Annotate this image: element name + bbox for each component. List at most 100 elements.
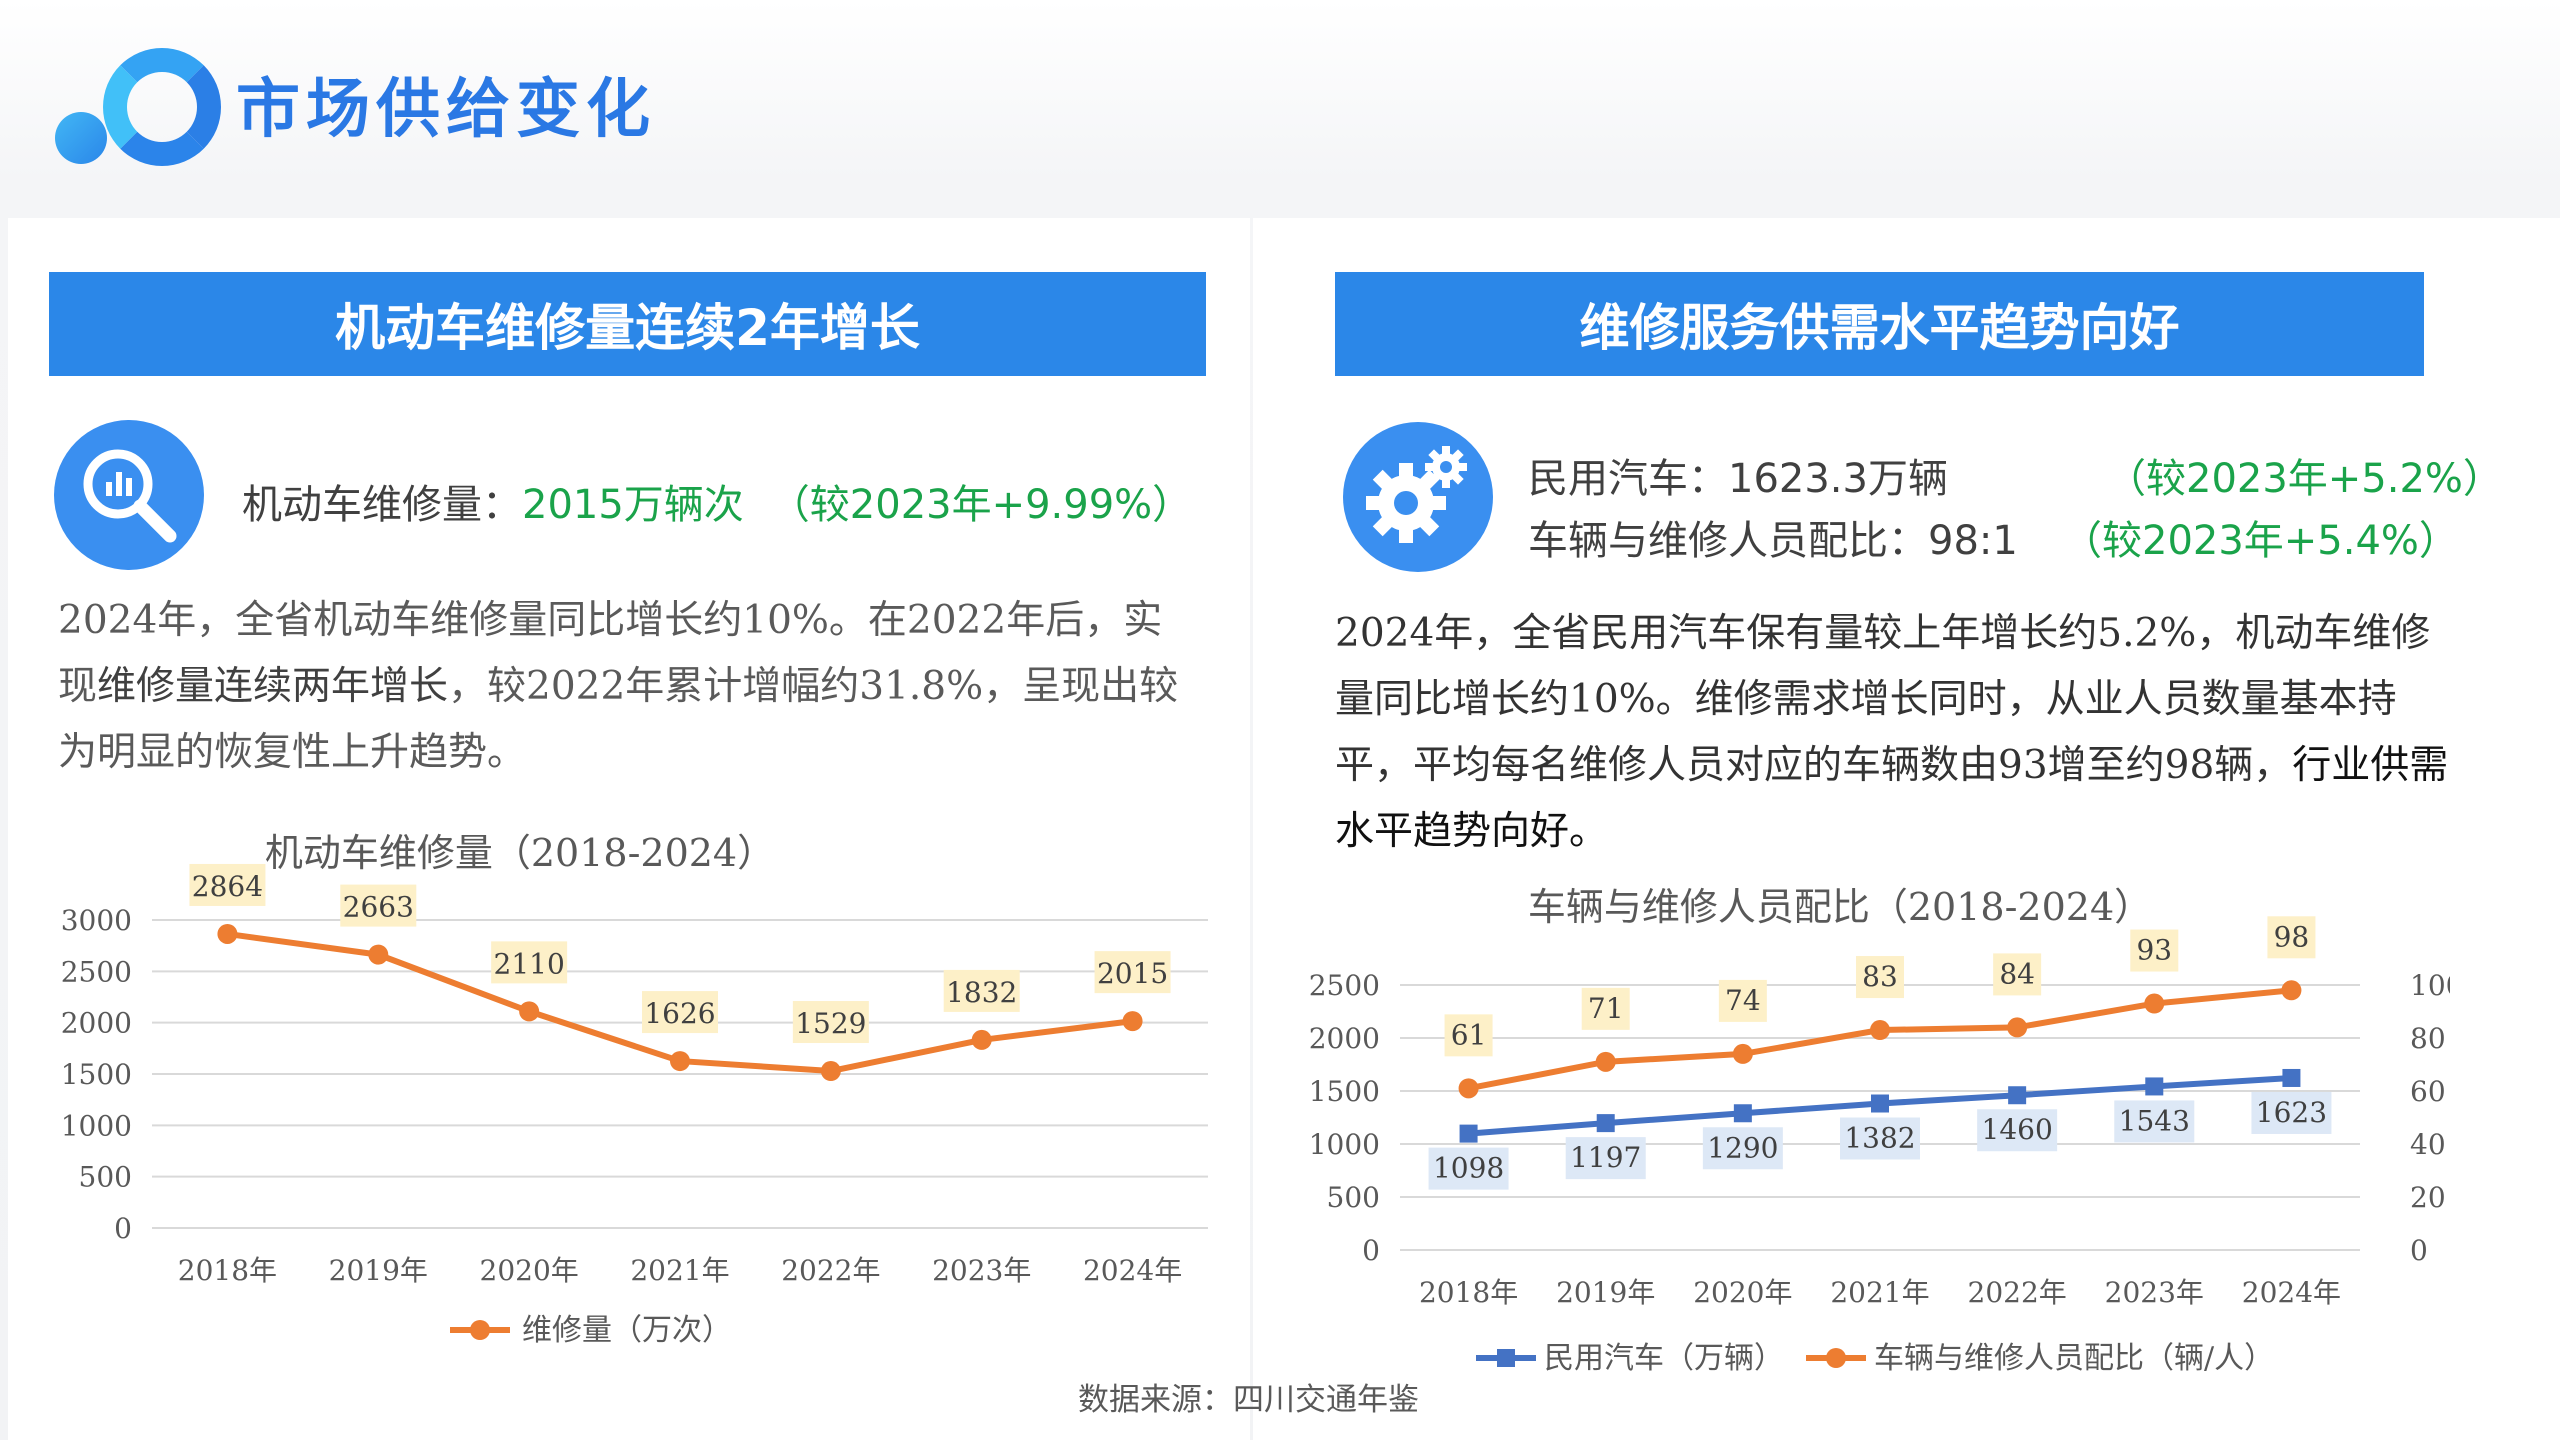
data-point bbox=[519, 1001, 540, 1022]
data-label-bg bbox=[2114, 1100, 2195, 1143]
x-tick-label: 2022年 bbox=[781, 1254, 880, 1287]
data-label-vehicles: 1197 bbox=[1570, 1141, 1641, 1174]
data-point-ratio bbox=[2144, 993, 2165, 1014]
data-point-vehicles bbox=[1871, 1094, 1889, 1113]
data-label: 1626 bbox=[644, 997, 715, 1030]
right-stat-ratio-change: （较2023年+5.4%） bbox=[2062, 518, 2459, 564]
left-stat: 机动车维修量：2015万辆次 （较2023年+9.99%） bbox=[242, 472, 1192, 530]
data-label-bg bbox=[1565, 1137, 1646, 1180]
left-para-highlight: 维修量连续两年增长 bbox=[97, 664, 449, 709]
data-point bbox=[217, 923, 238, 944]
legend-marker-vehicles bbox=[1497, 1349, 1515, 1367]
x-tick-label: 2018年 bbox=[178, 1254, 277, 1287]
data-label-vehicles: 1290 bbox=[1707, 1131, 1778, 1164]
data-label-ratio: 98 bbox=[2274, 920, 2310, 953]
data-label-bg bbox=[1977, 1109, 2058, 1152]
data-label-ratio: 71 bbox=[1588, 992, 1624, 1025]
data-label-bg bbox=[491, 941, 568, 984]
data-label-bg bbox=[340, 884, 417, 927]
x-tick-label: 2024年 bbox=[2242, 1276, 2341, 1309]
data-label-bg bbox=[1702, 1127, 1783, 1170]
right-banner: 维修服务供需水平趋势向好 bbox=[1335, 272, 2424, 376]
y-tick-label: 0 bbox=[1362, 1234, 1380, 1267]
logo-small-circle bbox=[55, 112, 107, 164]
left-stat-change: （较2023年+9.99%） bbox=[769, 482, 1193, 528]
y-tick-label: 1000 bbox=[61, 1109, 132, 1142]
data-point-ratio bbox=[2007, 1017, 2028, 1038]
data-label-vehicles: 1098 bbox=[1433, 1152, 1504, 1185]
right-paragraph: 2024年，全省民用汽车保有量较上年增长约5.2%，机动车维修量同比增长约10%… bbox=[1335, 601, 2465, 865]
y-tick-label: 500 bbox=[79, 1161, 132, 1194]
y2-tick-label: 0 bbox=[2410, 1234, 2428, 1267]
y-tick-label: 3000 bbox=[61, 904, 132, 937]
left-stat-label: 机动车维修量： bbox=[242, 482, 522, 528]
logo-ring bbox=[103, 48, 221, 166]
x-tick-label: 2020年 bbox=[1693, 1276, 1792, 1309]
right-stat-vehicles: 民用汽车：1623.3万辆 bbox=[1528, 456, 1948, 502]
y-tick-label: 1500 bbox=[61, 1058, 132, 1091]
right-para-part1: 2024年，全省民用汽车保有量较上年增长约5.2%，机动车维修量同比增长约10%… bbox=[1335, 611, 2431, 788]
y-tick-label: 1000 bbox=[1309, 1128, 1380, 1161]
x-tick-label: 2023年 bbox=[2105, 1276, 2204, 1309]
left-para-part1: 2024年，全省机动车维修量同比增长约10%。在2022年后，实现 bbox=[58, 598, 1163, 709]
right-chart: 车辆与维修人员配比（2018-2024）05001000150020002500… bbox=[1309, 885, 2450, 1376]
data-label-bg bbox=[189, 863, 266, 906]
data-label-bg bbox=[1428, 1147, 1509, 1190]
y-tick-label: 2500 bbox=[61, 955, 132, 988]
data-point-vehicles bbox=[1733, 1104, 1752, 1123]
data-label-vehicles: 1623 bbox=[2256, 1096, 2327, 1129]
data-label-vehicles: 1543 bbox=[2119, 1104, 2190, 1137]
data-label-bg bbox=[792, 1001, 869, 1044]
data-label-ratio: 83 bbox=[1862, 960, 1898, 993]
legend-label-ratio: 车辆与维修人员配比（辆/人） bbox=[1874, 1341, 2274, 1376]
data-point bbox=[368, 944, 389, 965]
data-label-vehicles: 1382 bbox=[1844, 1122, 1915, 1155]
x-tick-label: 2022年 bbox=[1968, 1276, 2067, 1309]
magnifier-chart-icon bbox=[54, 420, 204, 570]
legend-label: 维修量（万次） bbox=[522, 1313, 732, 1348]
data-point-vehicles bbox=[2282, 1068, 2301, 1087]
data-label-bg bbox=[1840, 1117, 1920, 1160]
y-tick-label: 500 bbox=[1327, 1181, 1380, 1214]
y-tick-label: 2000 bbox=[61, 1007, 132, 1040]
data-label: 2110 bbox=[494, 947, 565, 980]
data-label-ratio: 93 bbox=[2136, 934, 2172, 967]
page-title: 市场供给变化 bbox=[236, 73, 656, 147]
x-tick-label: 2020年 bbox=[480, 1254, 579, 1287]
data-label-bg bbox=[642, 991, 718, 1034]
right-stat-vehicles-change: （较2023年+5.2%） bbox=[2106, 456, 2503, 502]
chart-title: 车辆与维修人员配比（2018-2024） bbox=[1528, 885, 2152, 929]
data-point-ratio bbox=[1458, 1078, 1479, 1099]
y-tick-label: 0 bbox=[114, 1212, 132, 1245]
legend-marker-ratio bbox=[1826, 1348, 1846, 1368]
left-stat-value: 2015万辆次 bbox=[522, 482, 744, 528]
legend-label-vehicles: 民用汽车（万辆） bbox=[1544, 1341, 1784, 1376]
data-point bbox=[670, 1051, 690, 1072]
data-label-ratio: 61 bbox=[1451, 1018, 1487, 1051]
y-tick-label: 2000 bbox=[1309, 1022, 1380, 1055]
left-para-part3: ，较2022年累计增幅约31.8%，呈现出较为明显的恢复性上升趋势。 bbox=[58, 664, 1179, 775]
data-label: 2663 bbox=[343, 891, 414, 924]
data-point-ratio bbox=[1595, 1051, 1616, 1072]
right-para-highlight: 行业供需水平趋势向好。 bbox=[1335, 743, 2449, 854]
chart-title: 机动车维修量（2018-2024） bbox=[265, 831, 775, 875]
x-tick-label: 2021年 bbox=[1830, 1276, 1929, 1309]
y2-tick-label: 20 bbox=[2410, 1181, 2446, 1214]
y2-tick-label: 60 bbox=[2410, 1075, 2446, 1108]
data-label-bg bbox=[1581, 987, 1630, 1030]
y2-tick-label: 40 bbox=[2410, 1128, 2446, 1161]
data-point-ratio bbox=[1870, 1020, 1890, 1041]
data-point-ratio bbox=[1732, 1043, 1753, 1064]
gears-icon bbox=[1343, 422, 1493, 572]
data-label-bg bbox=[2251, 1091, 2332, 1134]
data-label: 2864 bbox=[192, 870, 263, 903]
data-label-bg bbox=[943, 969, 1020, 1012]
data-point bbox=[820, 1061, 841, 1082]
data-label-bg bbox=[2267, 916, 2316, 959]
data-label-ratio: 84 bbox=[1999, 957, 2035, 990]
x-tick-label: 2024年 bbox=[1083, 1254, 1182, 1287]
right-panel bbox=[1253, 218, 2560, 1440]
data-label: 1832 bbox=[946, 976, 1017, 1009]
right-stat-ratio: 车辆与维修人员配比：98:1 bbox=[1528, 518, 2018, 564]
data-label-ratio: 74 bbox=[1725, 984, 1761, 1017]
